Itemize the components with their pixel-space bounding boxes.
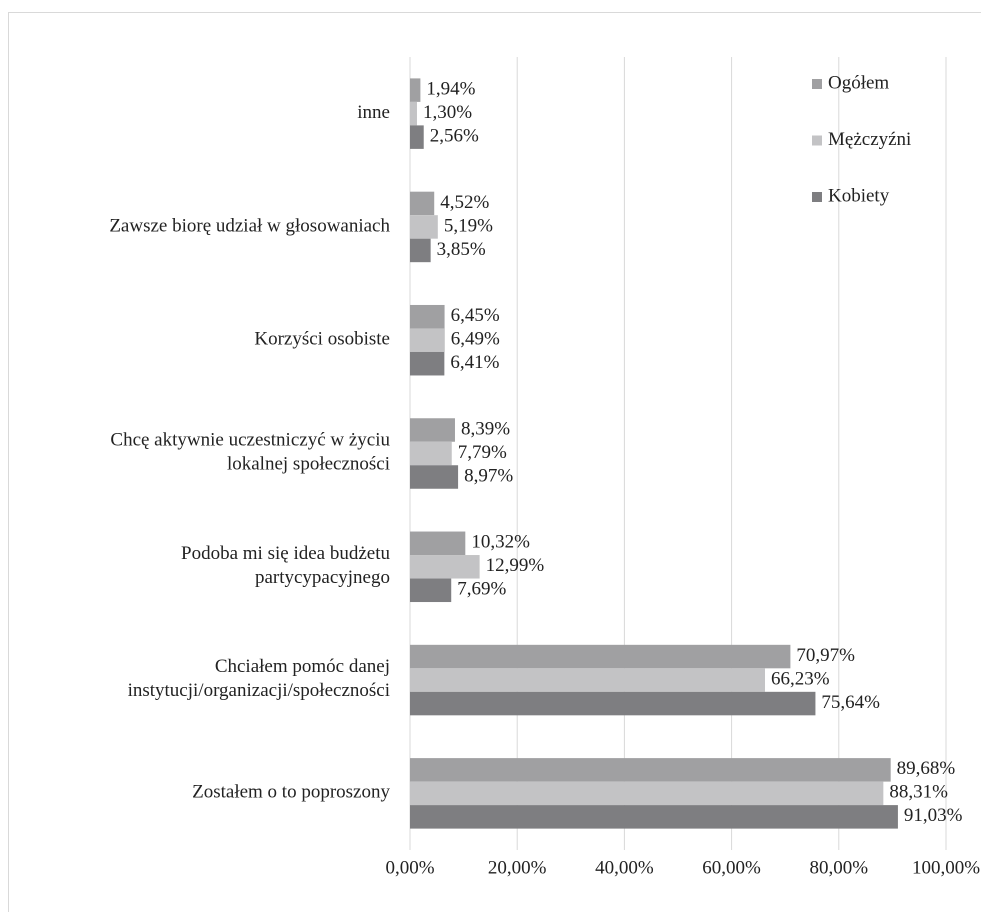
x-tick-label: 100,00%: [912, 857, 980, 878]
x-tick-label: 20,00%: [488, 857, 547, 878]
legend-swatch: [812, 192, 822, 202]
bar: [410, 238, 431, 263]
value-label: 66,23%: [771, 668, 830, 689]
value-label: 3,85%: [437, 239, 486, 260]
x-tick-label: 0,00%: [385, 857, 434, 878]
value-label: 1,94%: [426, 79, 475, 100]
value-label: 89,68%: [897, 758, 956, 779]
x-tick-label: 60,00%: [702, 857, 761, 878]
bar: [410, 691, 816, 716]
category-label: Podoba mi się idea budżetu partycypacyjne…: [181, 543, 390, 588]
bar: [410, 644, 791, 669]
category-label: Chcę aktywnie uczestniczyć w życiu lokaln…: [110, 430, 390, 475]
chart-border: [8, 12, 981, 912]
value-label: 70,97%: [796, 645, 855, 666]
category-label: inne: [357, 102, 390, 123]
bar: [410, 578, 452, 603]
bar: [410, 328, 445, 352]
bar: [410, 101, 417, 126]
value-label: 6,49%: [451, 329, 500, 350]
category-label: Chciałem pomóc danej instytucji/organizac…: [128, 656, 390, 701]
value-label: 1,30%: [423, 102, 472, 123]
value-label: 8,97%: [464, 465, 513, 486]
value-label: 4,52%: [440, 192, 489, 213]
bar: [410, 418, 455, 442]
bar: [410, 215, 438, 239]
bar: [410, 781, 884, 806]
legend-label: Kobiety: [828, 185, 890, 206]
value-label: 7,69%: [457, 579, 506, 600]
legend-swatch: [812, 79, 822, 89]
value-label: 10,32%: [471, 532, 530, 553]
x-tick-label: 80,00%: [810, 857, 869, 878]
bar: [410, 125, 424, 149]
bar: [410, 465, 459, 489]
value-label: 8,39%: [461, 418, 510, 439]
category-label: Korzyści osobiste: [254, 329, 390, 350]
value-label: 91,03%: [904, 805, 963, 826]
x-tick-label: 40,00%: [595, 857, 654, 878]
category-label: Zawsze biorę udział w głosowaniach: [109, 215, 390, 236]
bar: [410, 758, 891, 782]
legend-swatch: [812, 135, 822, 146]
bar: [410, 531, 466, 556]
bar: [410, 441, 452, 466]
bar: [410, 668, 765, 692]
value-label: 12,99%: [486, 555, 545, 576]
value-label: 88,31%: [889, 782, 948, 803]
bar: [410, 78, 421, 102]
legend-label: Ogółem: [828, 72, 889, 93]
legend-label: Mężczyźni: [828, 129, 911, 150]
bar: [410, 191, 435, 216]
value-label: 2,56%: [430, 126, 479, 147]
value-label: 5,19%: [444, 215, 493, 236]
value-label: 7,79%: [458, 442, 507, 463]
bar: [410, 304, 445, 329]
value-label: 6,45%: [451, 305, 500, 326]
bar: [410, 805, 898, 829]
value-label: 6,41%: [450, 352, 499, 373]
bar: [410, 555, 480, 579]
category-label: Zostałem o to poproszony: [192, 782, 390, 803]
bar: [410, 351, 445, 376]
value-label: 75,64%: [821, 692, 880, 713]
